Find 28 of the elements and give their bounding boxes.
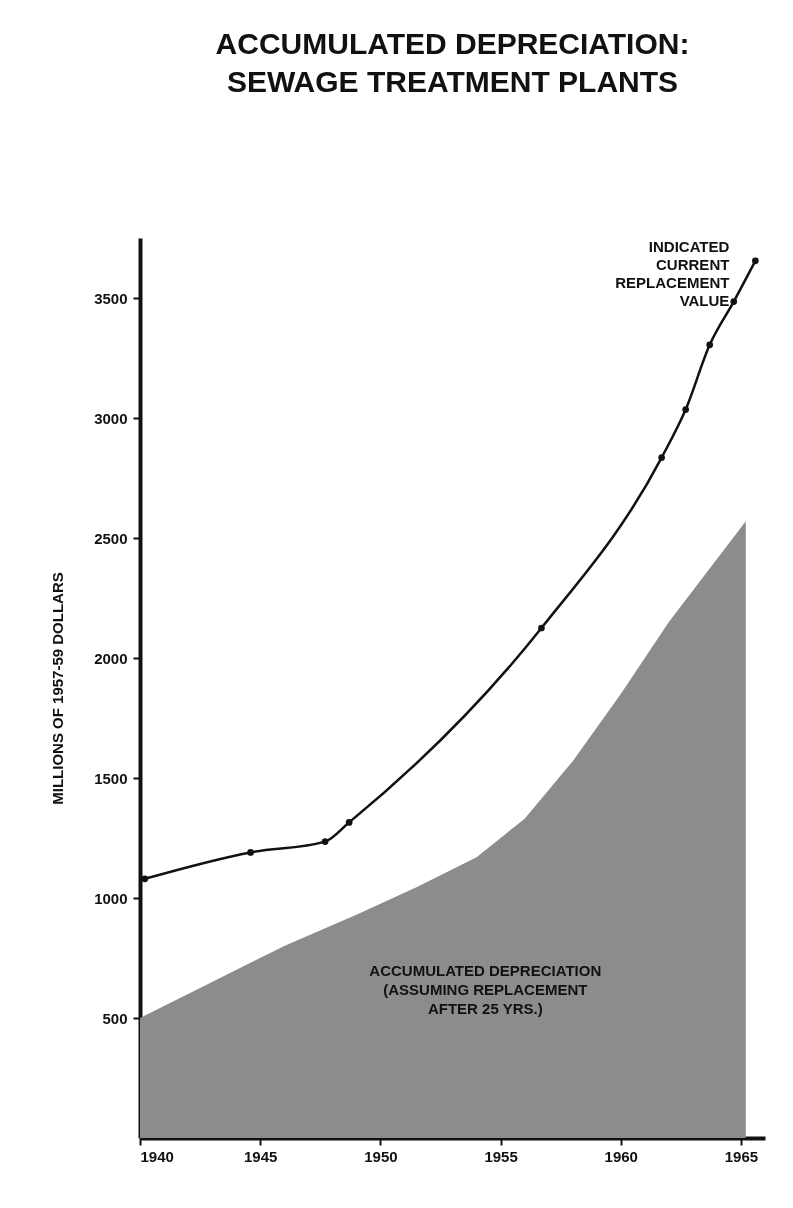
point xyxy=(141,875,149,883)
y-tick-label: 1500 xyxy=(94,769,128,787)
x-tick-label: 1945 xyxy=(244,1147,278,1165)
x-tick-label: 1960 xyxy=(604,1147,638,1165)
point xyxy=(706,341,714,349)
x-tick-label: 1950 xyxy=(364,1147,398,1165)
annotation: INDICATED CURRENT REPLACEMENT VALUE xyxy=(615,237,730,309)
y-tick-label: 1000 xyxy=(94,889,128,907)
point xyxy=(730,298,738,305)
point xyxy=(538,624,545,632)
y-tick-label: 3000 xyxy=(94,409,128,427)
point xyxy=(247,849,254,856)
text: SEWAGE TREATMENT PLANTS xyxy=(226,65,679,98)
text: ACCUMULATED DEPRECIATION: xyxy=(215,27,690,60)
point xyxy=(345,819,353,826)
point xyxy=(658,454,665,461)
point xyxy=(752,257,759,265)
y-tick-label: 3500 xyxy=(94,289,128,307)
y-tick-label: 2500 xyxy=(94,529,128,547)
series-label: ACCUMULATED DEPRECIATION (ASSUMING REPLACEMENT AFTER 25 YRS.) xyxy=(369,962,602,1018)
y-tick-label: 2000 xyxy=(94,649,128,667)
y-tick-label: 500 xyxy=(102,1009,128,1027)
x-tick-label: 1955 xyxy=(484,1147,518,1165)
x-tick-label: 1965 xyxy=(724,1147,759,1165)
y-axis-title: MILLIONS OF 1957-59 DOLLARS xyxy=(49,572,67,805)
point xyxy=(321,838,329,845)
x-tick-label: 1940 xyxy=(140,1147,174,1165)
point xyxy=(682,406,690,413)
